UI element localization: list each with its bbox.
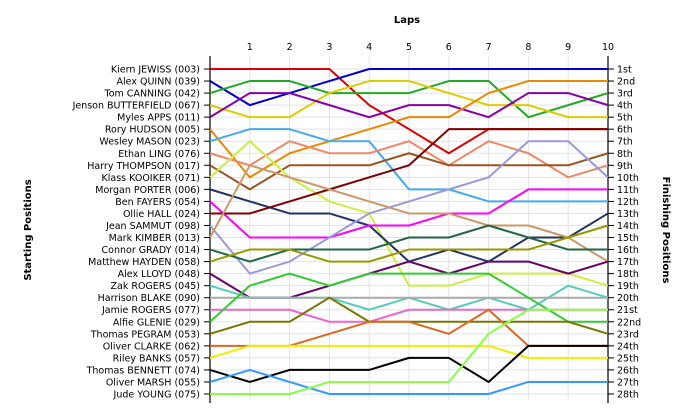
finishing-position-label: 17th — [617, 257, 639, 268]
finishing-position-label: 3rd — [617, 89, 633, 100]
series-line — [209, 188, 608, 239]
finishing-position-label: 16th — [617, 245, 639, 256]
series-line — [209, 140, 609, 275]
starting-driver-label: Matthew HAYDEN (058) — [88, 257, 200, 268]
series-line — [209, 80, 608, 119]
finishing-position-label: 22nd — [617, 317, 641, 328]
starting-position-labels: Kiern JEWISS (003)Alex QUINN (039)Tom CA… — [72, 65, 210, 401]
finishing-position-label: 19th — [617, 281, 639, 292]
finishing-position-label: 15th — [617, 233, 639, 244]
finishing-position-label: 27th — [617, 377, 639, 388]
series-line — [209, 80, 609, 119]
finishing-position-label: 13th — [617, 209, 639, 220]
series-line — [209, 164, 609, 263]
series-line — [209, 368, 608, 395]
finishing-position-label: 28th — [617, 390, 639, 401]
finishing-position-label: 1st — [617, 65, 632, 76]
starting-driver-label: Myles APPS (011) — [117, 113, 200, 124]
finishing-position-label: 8th — [617, 149, 633, 160]
starting-driver-label: Jamie ROGERS (077) — [101, 305, 200, 316]
series-line — [209, 344, 608, 359]
finishing-position-label: 4th — [617, 101, 633, 112]
starting-driver-label: Ollie HALL (024) — [123, 209, 200, 220]
lap-tick-labels: 1 2 3 4 5 6 7 8 9 10 — [247, 42, 614, 53]
starting-driver-label: Thomas PEGRAM (053) — [90, 329, 200, 340]
series-line — [209, 224, 608, 263]
lap-tick-label: 8 — [525, 42, 531, 53]
finishing-position-label: 20th — [617, 293, 639, 304]
series-line — [209, 224, 609, 263]
finishing-position-label: 10th — [617, 173, 639, 184]
finishing-position-label: 5th — [617, 113, 633, 124]
starting-driver-label: Jenson BUTTERFIELD (067) — [72, 101, 200, 112]
finishing-position-label: 12th — [617, 197, 639, 208]
starting-driver-label: Wesley MASON (023) — [99, 137, 200, 148]
starting-driver-label: Tom CANNING (042) — [104, 89, 200, 100]
lap-tick-label: 3 — [326, 42, 332, 53]
lap-tick-label: 4 — [366, 42, 372, 53]
lap-tick-label: 5 — [406, 42, 412, 53]
starting-driver-label: Harrison BLAKE (090) — [98, 293, 200, 304]
finishing-position-label: 18th — [617, 269, 639, 280]
series-line — [210, 308, 608, 395]
starting-driver-label: Ben FAYERS (054) — [115, 197, 200, 208]
lap-tick-label: 9 — [565, 42, 571, 53]
starting-driver-label: Mark KIMBER (013) — [109, 233, 200, 244]
lap-tick-label: 6 — [446, 42, 452, 53]
starting-driver-label: Jean SAMMUT (098) — [105, 221, 200, 232]
starting-driver-label: Alfie GLENIE (029) — [113, 317, 200, 328]
starting-driver-label: Connor GRADY (014) — [102, 245, 200, 256]
starting-driver-label: Rory HUDSON (005) — [105, 125, 200, 136]
starting-driver-label: Klass KOOIKER (071) — [102, 173, 200, 184]
series-lines — [209, 68, 609, 395]
finishing-position-label: 7th — [617, 137, 633, 148]
finishing-position-label: 24th — [617, 341, 639, 352]
lap-tick-label: 7 — [486, 42, 492, 53]
finishing-position-label: 14th — [617, 221, 639, 232]
finishing-position-label: 2nd — [617, 77, 635, 88]
finishing-position-label: 23rd — [617, 329, 639, 340]
series-line — [209, 272, 608, 323]
starting-driver-label: Alex QUINN (039) — [117, 77, 200, 88]
lap-tick-label: 10 — [602, 42, 614, 53]
starting-driver-label: Jude YOUNG (075) — [113, 390, 200, 401]
series-line — [209, 68, 608, 107]
series-line — [210, 128, 608, 215]
series-line — [209, 140, 609, 287]
starting-driver-label: Oliver MARSH (055) — [106, 377, 200, 388]
finishing-position-label: 11th — [617, 185, 639, 196]
lap-tick-label: 1 — [247, 42, 253, 53]
starting-driver-label: Ethan LING (076) — [118, 149, 200, 160]
series-line — [209, 128, 608, 203]
starting-driver-label: Harry THOMPSON (017) — [87, 161, 200, 172]
starting-driver-label: Alex LLOYD (048) — [118, 269, 200, 280]
finishing-position-label: 26th — [617, 365, 639, 376]
finishing-position-label: 9th — [617, 161, 633, 172]
finishing-position-label: 21st — [617, 305, 638, 316]
left-axis-title: Starting Positions — [23, 179, 34, 280]
starting-driver-label: Kiern JEWISS (003) — [111, 65, 200, 76]
starting-driver-label: Morgan PORTER (006) — [95, 185, 200, 196]
right-axis-title: Finishing Positions — [660, 177, 671, 284]
starting-driver-label: Oliver CLARKE (062) — [103, 341, 200, 352]
starting-driver-label: Riley BANKS (057) — [113, 353, 200, 364]
series-line — [209, 140, 609, 179]
series-line — [209, 80, 608, 179]
starting-driver-label: Zak ROGERS (045) — [111, 281, 201, 292]
series-line — [209, 344, 608, 383]
x-axis-title: Laps — [394, 15, 420, 26]
series-line — [209, 92, 609, 119]
starting-driver-label: Thomas BENNETT (074) — [86, 365, 200, 376]
finishing-position-label: 25th — [617, 353, 639, 364]
finishing-position-label: 6th — [617, 125, 633, 136]
finishing-position-labels: 1st2nd3rd4th5th6th7th8th9th10th11th12th1… — [608, 65, 641, 401]
lap-tick-label: 2 — [287, 42, 293, 53]
